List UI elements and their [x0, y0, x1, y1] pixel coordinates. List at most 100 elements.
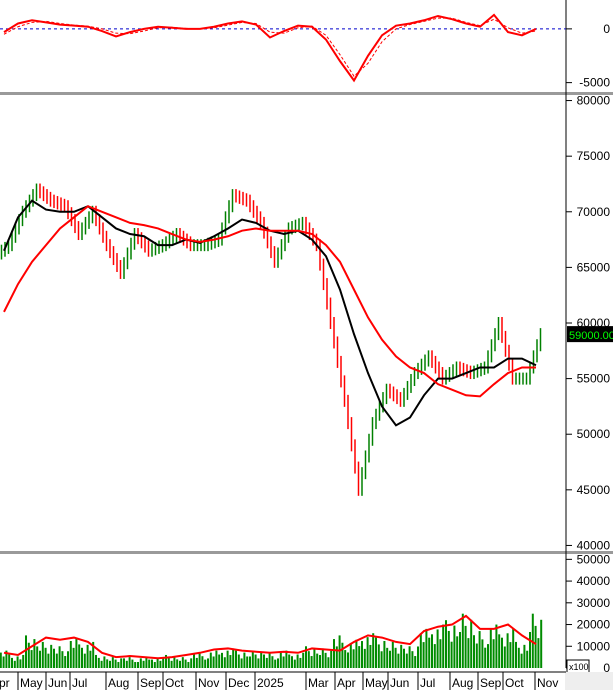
x-tick-label: Jun	[390, 676, 409, 690]
volume-bar	[369, 644, 372, 668]
volume-bar	[226, 650, 229, 668]
volume-bar	[481, 639, 484, 668]
volume-bar	[117, 662, 120, 668]
x-axis: pr May Jun Jul Aug Sep Oct Nov Dec 2025 Mar Apr May J…	[0, 671, 613, 690]
volume-bar	[335, 646, 338, 668]
volume-bar	[428, 637, 431, 668]
y-tick-label: 30000	[577, 596, 611, 610]
volume-bar	[81, 647, 83, 668]
y-tick-label: 40000	[577, 538, 611, 552]
volume-bar	[218, 654, 221, 668]
volume-bar	[411, 651, 414, 668]
volume-bar	[400, 644, 403, 668]
y-tick-label: 0	[603, 661, 610, 675]
volume-bar	[456, 636, 459, 668]
y-tick-label: 80000	[577, 94, 611, 108]
volume-bar	[22, 654, 25, 668]
volume-bar	[352, 649, 355, 668]
volume-bar	[89, 650, 92, 668]
volume-bar	[69, 640, 72, 668]
volume-bar	[148, 659, 151, 668]
volume-bar	[391, 641, 394, 668]
x-tick-label: May	[365, 676, 388, 690]
volume-bar	[271, 656, 274, 668]
volume-bar	[8, 654, 11, 668]
volume-bar	[380, 651, 383, 668]
x-tick-label: Sep	[480, 676, 502, 690]
volume-bar	[55, 653, 58, 668]
volume-bar	[540, 619, 543, 668]
volume-bar	[2, 656, 5, 668]
panel-separator	[0, 551, 613, 554]
volume-bar	[492, 639, 495, 668]
y-tick-label: 70000	[577, 205, 611, 219]
volume-bar	[170, 660, 173, 668]
volume-bar	[75, 637, 78, 668]
volume-bar	[274, 659, 277, 668]
volume-bar	[293, 659, 296, 668]
x-tick-label: Aug	[108, 676, 129, 690]
x-tick-label: May	[20, 676, 43, 690]
volume-bar	[201, 656, 204, 668]
volume-bar	[5, 650, 8, 668]
volume-bar	[473, 635, 475, 668]
volume-bar	[327, 657, 330, 668]
y-tick-label: 65000	[577, 260, 611, 274]
volume-bar	[184, 659, 187, 668]
volume-bar	[181, 657, 184, 668]
volume-bar	[232, 648, 235, 668]
volume-bar	[386, 647, 389, 668]
x-tick-label: Nov	[198, 676, 219, 690]
volume-bar	[167, 657, 170, 668]
volume-bar	[366, 637, 369, 668]
volume-bar	[515, 641, 517, 668]
volume-bar	[257, 658, 260, 668]
volume-bar	[288, 654, 291, 668]
volume-bar	[268, 652, 271, 668]
volume-bar	[128, 657, 131, 668]
volume-bar	[159, 660, 162, 668]
volume-bar	[120, 658, 123, 668]
volume-bar	[279, 652, 282, 668]
volume-bar	[487, 644, 489, 668]
volume-bar	[282, 656, 285, 668]
macd-signal-line	[3, 17, 537, 77]
volume-bar	[319, 655, 321, 668]
y-tick-label: 45000	[577, 483, 611, 497]
volume-bar	[338, 635, 341, 668]
volume-bar	[495, 624, 498, 668]
x-tick-label: 2025	[257, 676, 284, 690]
price-panel: 8000075000700006500060000550005000045000…	[0, 94, 613, 552]
x-tick-label: Oct	[165, 676, 184, 690]
volume-bar	[372, 633, 375, 668]
volume-bar	[316, 653, 319, 668]
volume-bar	[503, 646, 506, 668]
volume-bar	[453, 625, 456, 668]
volume-bar	[523, 644, 526, 668]
volume-bar	[517, 647, 520, 668]
volume-bar	[44, 647, 47, 668]
volume-bar	[16, 656, 19, 668]
volume-bar	[414, 656, 417, 668]
volume-bar	[397, 653, 400, 668]
volume-bar	[321, 648, 324, 668]
volume-bar	[459, 632, 461, 668]
volume-bar	[433, 644, 436, 668]
volume-bar	[72, 647, 75, 668]
volume-bar	[408, 646, 411, 668]
volume-bar	[78, 644, 81, 668]
volume-bar	[531, 613, 534, 668]
volume-unit-label: x100	[569, 662, 589, 672]
volume-bar	[187, 662, 190, 668]
y-tick-label: 10000	[577, 639, 611, 653]
volume-bar	[33, 639, 36, 668]
volume-bar	[489, 629, 492, 668]
y-tick-label: 40000	[577, 574, 611, 588]
volume-bar	[285, 650, 288, 668]
volume-bar	[375, 637, 377, 668]
volume-bar	[526, 650, 529, 668]
volume-bar	[240, 658, 243, 668]
volume-bar	[246, 656, 249, 668]
volume-bar	[13, 660, 16, 668]
